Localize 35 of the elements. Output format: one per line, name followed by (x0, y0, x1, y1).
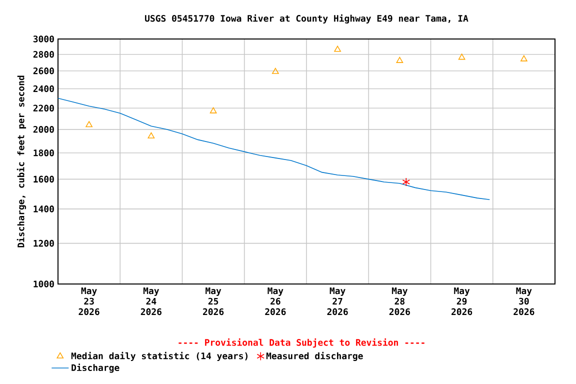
legend-label: Measured discharge (266, 352, 363, 362)
point (210, 107, 217, 114)
x-tick-label: May 23 2026 (78, 288, 100, 316)
y-tick-label: 2600 (33, 67, 54, 74)
point (334, 46, 341, 52)
x-tick-label: May 25 2026 (203, 288, 224, 316)
y-tick-label: 2800 (33, 50, 54, 58)
y-tick-label: 1200 (34, 240, 54, 247)
point (396, 56, 404, 63)
x-tick-label: May 29 2026 (452, 288, 472, 316)
point (148, 132, 155, 138)
x-tick-label: May 30 2026 (514, 288, 534, 316)
y-tick-label: 2200 (33, 104, 54, 112)
point (458, 54, 466, 60)
y-tick-label: 3000 (33, 36, 54, 42)
line-series (58, 98, 490, 200)
y-tick-label: 2000 (33, 126, 54, 133)
x-tick-label: May 24 2026 (140, 288, 162, 316)
point (520, 55, 528, 62)
y-tick-label: 1000 (34, 280, 54, 288)
text: ---- Provisional Data Subject to Revision ---- (178, 338, 424, 348)
y-tick-label: 1800 (34, 150, 54, 156)
y-tick-label: 1400 (34, 206, 54, 212)
point (86, 121, 92, 128)
y-tick-label: 2400 (33, 85, 54, 92)
y-axis-title: Discharge, cubic feet per second (16, 76, 26, 248)
legend-label: Median daily statistic (14 years) (71, 352, 248, 362)
x-tick-label: May 27 2026 (327, 288, 348, 316)
x-tick-label: May 26 2026 (265, 288, 286, 316)
legend-label: Discharge (72, 364, 120, 373)
y-tick-label: 1600 (34, 176, 54, 183)
point (272, 68, 279, 74)
chart-title: USGS 05451770 Iowa River at County Highway E49 near Tama, IA (145, 14, 468, 24)
point (402, 178, 410, 186)
x-tick-label: May 28 2026 (389, 288, 410, 316)
